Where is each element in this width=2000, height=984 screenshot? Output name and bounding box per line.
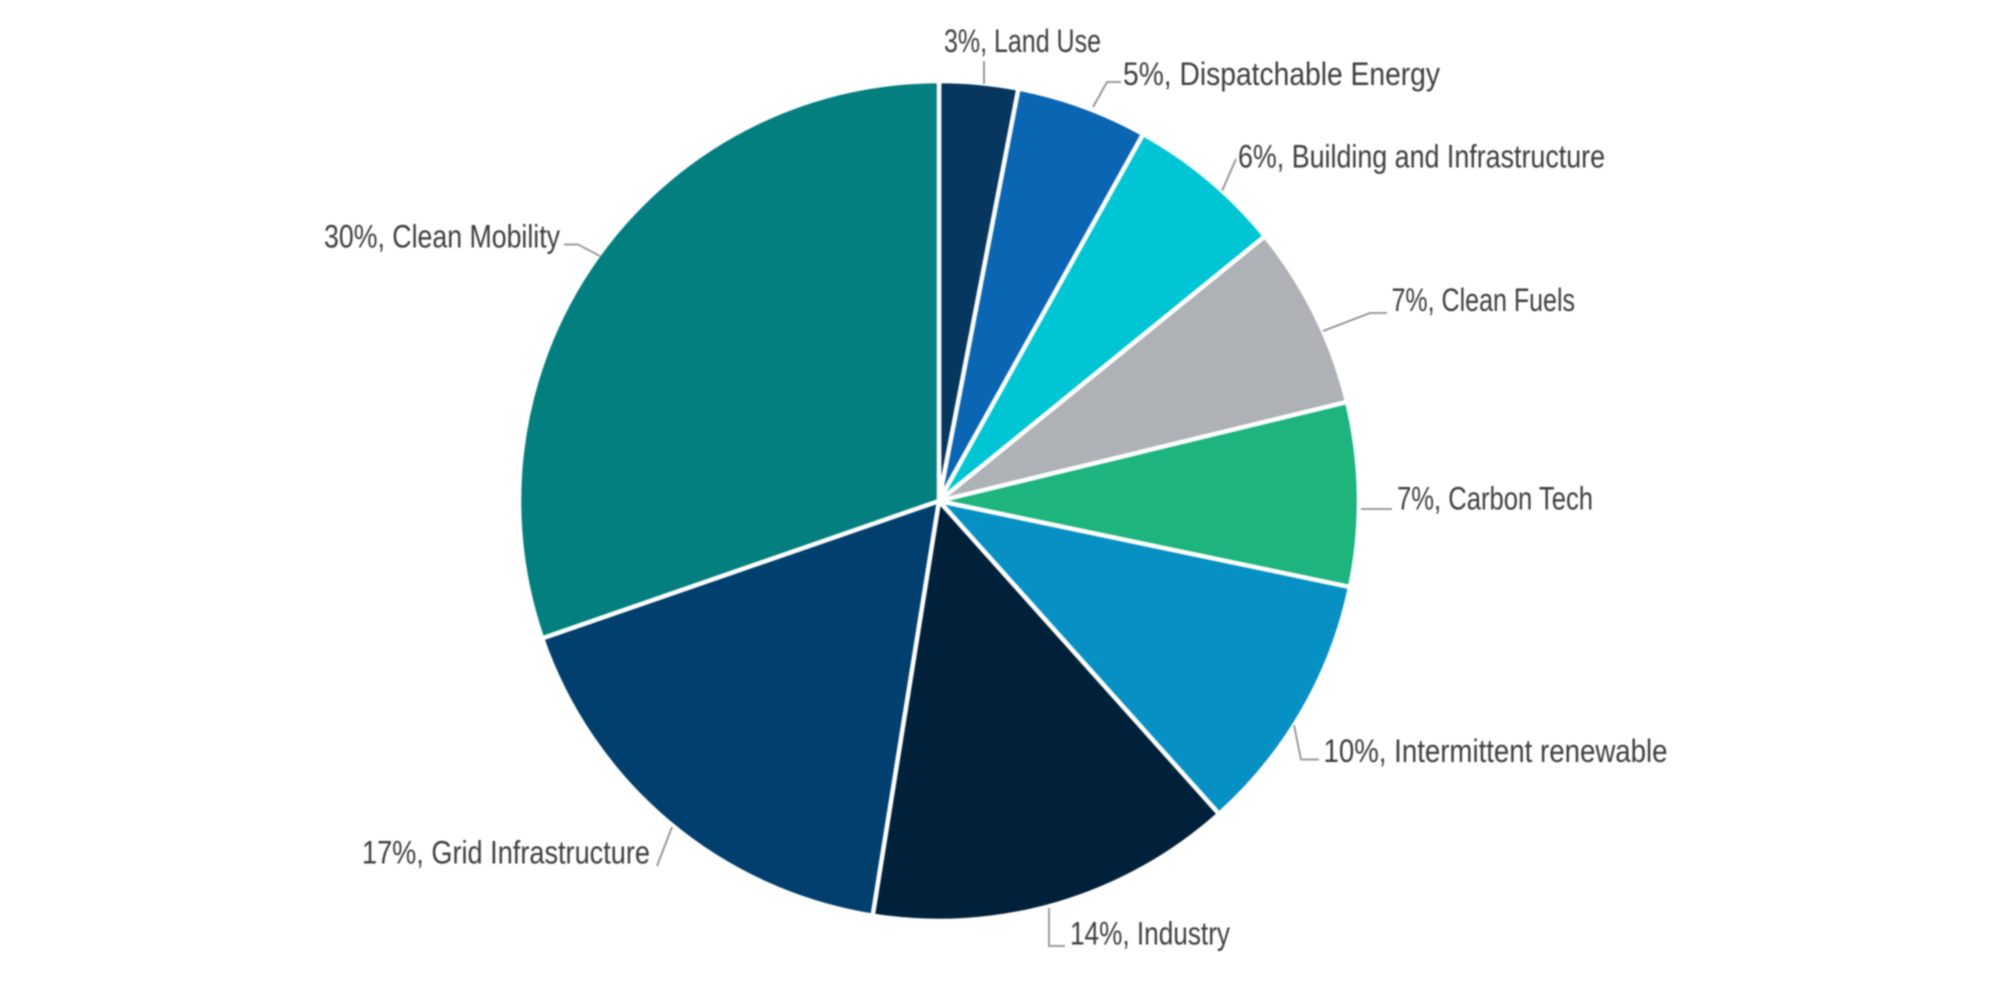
svg-text:14%, Industry: 14%, Industry [1070,916,1230,952]
svg-text:6%, Building and Infrastructur: 6%, Building and Infrastructure [1238,139,1605,175]
svg-text:7%, Clean Fuels: 7%, Clean Fuels [1392,282,1576,318]
svg-text:5%, Dispatchable Energy: 5%, Dispatchable Energy [1123,56,1440,92]
svg-text:7%, Carbon Tech: 7%, Carbon Tech [1397,481,1593,517]
svg-text:17%, Grid Infrastructure: 17%, Grid Infrastructure [362,835,650,871]
svg-text:3%, Land Use: 3%, Land Use [944,23,1101,59]
svg-text:30%, Clean Mobility: 30%, Clean Mobility [324,219,560,255]
svg-text:10%, Intermittent renewable: 10%, Intermittent renewable [1324,733,1668,769]
